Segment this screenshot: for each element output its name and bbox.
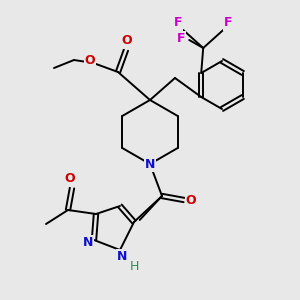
- Text: N: N: [145, 158, 155, 170]
- Text: H: H: [129, 260, 139, 272]
- Text: O: O: [122, 34, 132, 47]
- Text: O: O: [85, 53, 95, 67]
- Text: N: N: [117, 250, 127, 262]
- Text: F: F: [174, 16, 182, 29]
- Text: F: F: [177, 32, 185, 44]
- Text: N: N: [83, 236, 93, 248]
- Text: F: F: [224, 16, 232, 29]
- Text: O: O: [65, 172, 75, 185]
- Text: O: O: [186, 194, 196, 206]
